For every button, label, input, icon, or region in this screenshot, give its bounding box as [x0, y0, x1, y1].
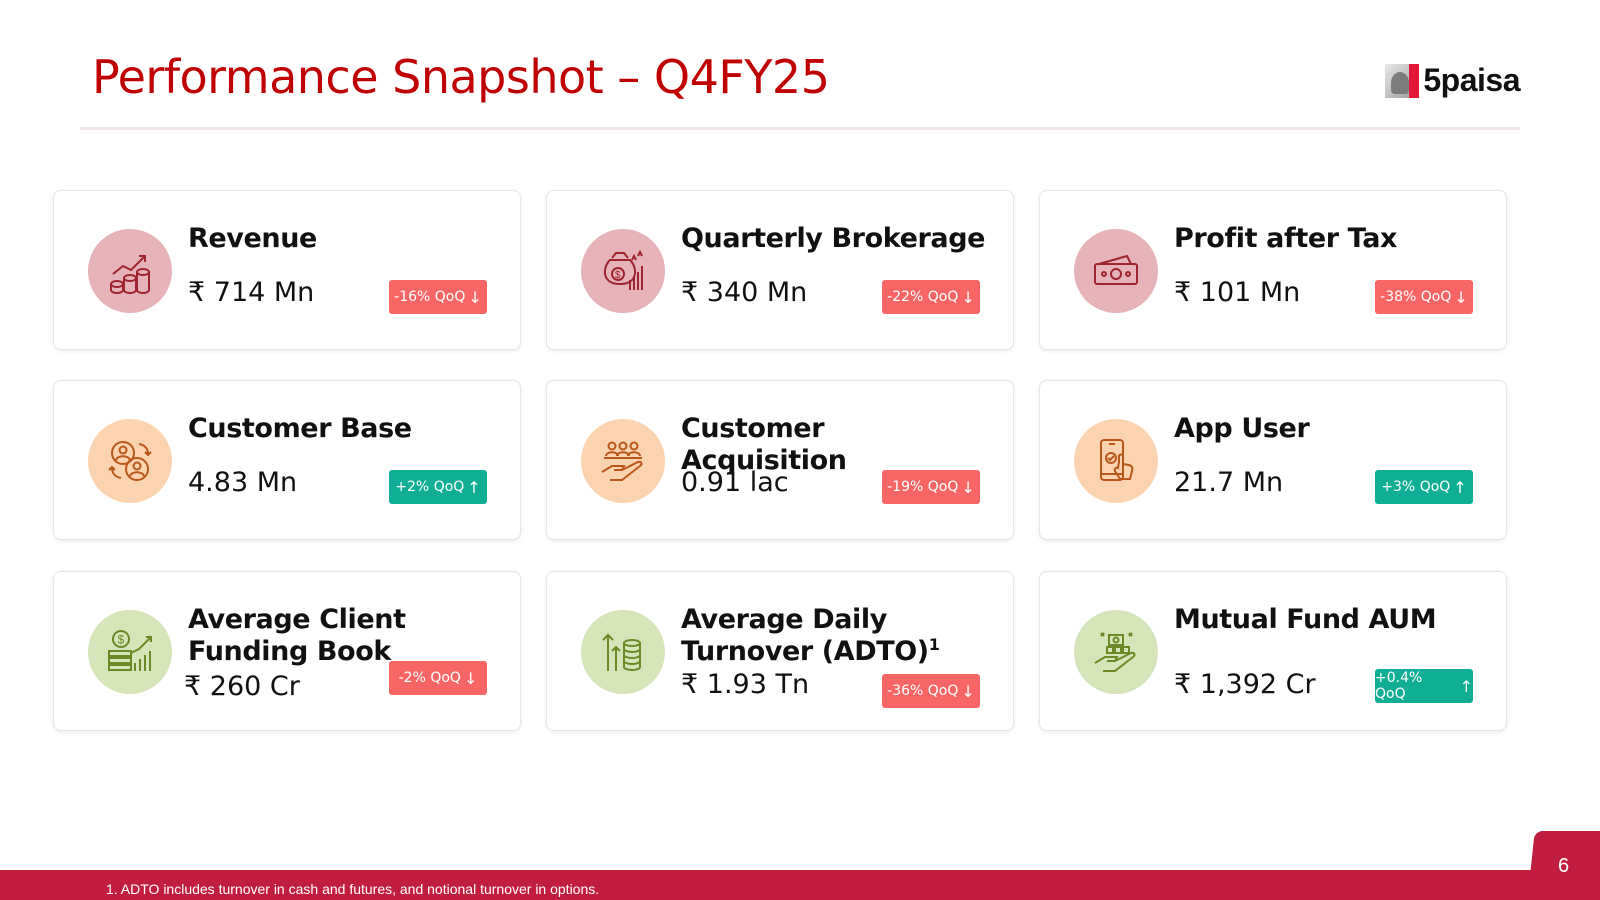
qoq-change-text: -22% QoQ	[887, 289, 959, 305]
brand-logo: 5paisa	[1385, 62, 1520, 99]
arrow-up-icon: ↑	[1459, 676, 1473, 696]
qoq-change-badge: +2% QoQ ↑	[389, 470, 487, 504]
qoq-change-badge: +3% QoQ ↑	[1375, 470, 1473, 504]
arrow-up-coins-icon	[581, 610, 665, 694]
kpi-label: Profit after Tax	[1174, 223, 1398, 254]
page-number: 6	[1558, 855, 1570, 877]
arrow-up-icon: ↑	[1453, 477, 1467, 497]
kpi-value: ₹ 260 Cr	[184, 671, 300, 702]
arrow-up-icon: ↑	[467, 477, 481, 497]
kpi-label: Quarterly Brokerage	[681, 223, 986, 254]
arrow-down-icon: ↓	[1454, 287, 1468, 307]
hand-holding-people-icon	[581, 419, 665, 503]
footnote: 1. ADTO includes turnover in cash and fu…	[106, 881, 600, 897]
footnote-marker: 1	[928, 635, 940, 654]
qoq-change-text: -16% QoQ	[394, 289, 466, 305]
qoq-change-badge: -22% QoQ ↓	[882, 280, 980, 314]
qoq-change-text: +2% QoQ	[395, 479, 465, 495]
kpi-label-text: Average Daily Turnover (ADTO)	[681, 604, 929, 667]
kpi-value: ₹ 1,392 Cr	[1174, 669, 1316, 700]
svg-text:$: $	[615, 270, 621, 281]
page-title: Performance Snapshot – Q4FY25	[92, 50, 830, 104]
qoq-change-text: -38% QoQ	[1380, 289, 1452, 305]
kpi-label: Average Client Funding Book	[188, 604, 406, 667]
users-exchange-icon	[88, 419, 172, 503]
dollar-bars-icon: $	[88, 610, 172, 694]
arrow-down-icon: ↓	[961, 287, 975, 307]
kpi-label: Average Daily Turnover (ADTO)1	[681, 604, 991, 668]
svg-text:$: $	[118, 633, 125, 647]
hand-holding-money-icon	[1074, 610, 1158, 694]
kpi-value: ₹ 714 Mn	[188, 277, 315, 308]
arrow-down-icon: ↓	[961, 477, 975, 497]
kpi-value: 0.91 lac	[681, 467, 789, 498]
kpi-label: App User	[1174, 413, 1310, 444]
kpi-card-quarterly-brokerage: $ Quarterly Brokerage ₹ 340 Mn -22% QoQ …	[546, 190, 1014, 350]
qoq-change-badge: -36% QoQ ↓	[882, 674, 980, 708]
cash-banknotes-icon	[1074, 229, 1158, 313]
logo-mark-icon	[1385, 63, 1420, 98]
kpi-value: ₹ 101 Mn	[1174, 277, 1301, 308]
qoq-change-text: +0.4% QoQ	[1375, 670, 1423, 702]
qoq-change-badge: -2% QoQ ↓	[389, 661, 487, 695]
kpi-card-profit-after-tax: Profit after Tax ₹ 101 Mn -38% QoQ ↓	[1039, 190, 1507, 350]
arrow-down-icon: ↓	[468, 287, 482, 307]
growth-chart-coins-icon	[88, 229, 172, 313]
money-bag-chart-icon: $	[581, 229, 665, 313]
kpi-label: Customer Base	[188, 413, 412, 444]
kpi-value: ₹ 340 Mn	[681, 277, 808, 308]
arrow-down-icon: ↓	[463, 668, 478, 688]
title-divider	[80, 127, 1520, 130]
qoq-change-badge: -38% QoQ ↓	[1375, 280, 1473, 314]
qoq-change-text: +3% QoQ	[1381, 479, 1451, 495]
kpi-card-average-daily-turnover: Average Daily Turnover (ADTO)1 ₹ 1.93 Tn…	[546, 571, 1014, 731]
footer-bar	[0, 870, 1600, 900]
kpi-card-customer-base: Customer Base 4.83 Mn +2% QoQ ↑	[53, 380, 521, 540]
qoq-change-badge: -16% QoQ ↓	[389, 280, 487, 314]
qoq-change-text: -2% QoQ	[398, 670, 461, 686]
logo-text: 5paisa	[1423, 62, 1520, 98]
kpi-label: Customer Acquisition	[681, 413, 847, 476]
kpi-card-app-user: App User 21.7 Mn +3% QoQ ↑	[1039, 380, 1507, 540]
kpi-label: Revenue	[188, 223, 317, 254]
kpi-label: Mutual Fund AUM	[1174, 604, 1437, 635]
kpi-value: ₹ 1.93 Tn	[681, 669, 810, 700]
mobile-tap-icon	[1074, 419, 1158, 503]
kpi-card-mutual-fund-aum: Mutual Fund AUM ₹ 1,392 Cr +0.4% QoQ ↑	[1039, 571, 1507, 731]
kpi-card-revenue: Revenue ₹ 714 Mn -16% QoQ ↓	[53, 190, 521, 350]
kpi-value: 21.7 Mn	[1174, 467, 1284, 498]
qoq-change-badge: -19% QoQ ↓	[882, 470, 980, 504]
qoq-change-text: -36% QoQ	[887, 683, 959, 699]
kpi-value: 4.83 Mn	[188, 467, 298, 498]
qoq-change-text: -19% QoQ	[887, 479, 959, 495]
arrow-down-icon: ↓	[961, 681, 975, 701]
qoq-change-badge: +0.4% QoQ ↑	[1375, 669, 1473, 703]
kpi-card-customer-acquisition: Customer Acquisition 0.91 lac -19% QoQ ↓	[546, 380, 1014, 540]
kpi-card-average-client-funding-book: $ Average Client Funding Book ₹ 260 Cr -…	[53, 571, 521, 731]
